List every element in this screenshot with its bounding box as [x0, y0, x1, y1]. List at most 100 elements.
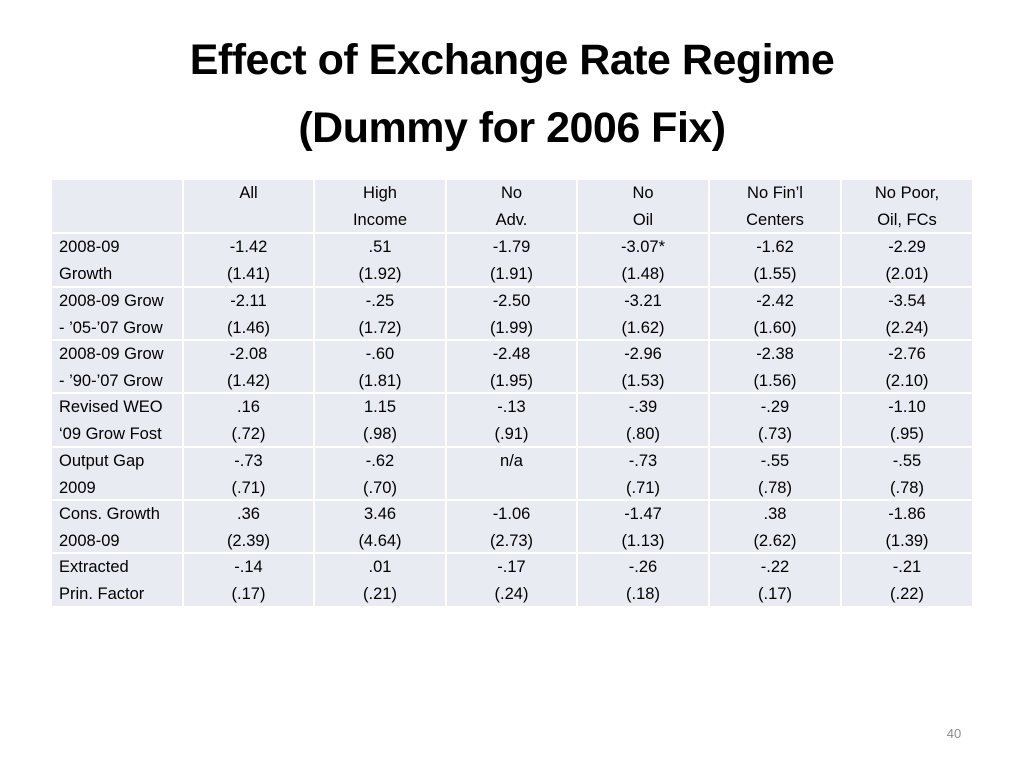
table-cell: -3.07* (1.48): [578, 234, 708, 286]
table-value: (.78): [758, 479, 792, 497]
table-value: -2.76: [888, 345, 926, 363]
table-cell: -.22 (.17): [710, 554, 840, 606]
row-label: Output Gap: [59, 452, 145, 470]
table-cell: -1.62 (1.55): [710, 234, 840, 286]
table-cell: -.17 (.24): [447, 554, 576, 606]
table-value: (.24): [494, 585, 529, 603]
table-cell: -.26 (.18): [578, 554, 708, 606]
table-value: -3.54: [888, 292, 926, 310]
table-value: (1.13): [621, 532, 665, 550]
table-value: -.62: [365, 452, 395, 470]
table-cell: -.55 (.78): [842, 448, 972, 499]
table-value: -.21: [892, 558, 922, 576]
table-cell: n/a: [447, 448, 576, 499]
table-value: -.73: [628, 452, 658, 470]
table-value: .51: [368, 238, 392, 256]
column-header: No Fin’l: [747, 184, 803, 202]
table-value: -.29: [760, 398, 790, 416]
table-cell: -2.29 (2.01): [842, 234, 972, 286]
table-cell: No Oil: [578, 180, 708, 232]
table-cell: -.73 (.71): [578, 448, 708, 499]
table-value: (1.46): [226, 319, 271, 337]
table-value: (.91): [494, 425, 529, 443]
table-cell: -.62 (.70): [315, 448, 445, 499]
table-cell: .36 (2.39): [184, 501, 313, 552]
table-value: -1.42: [229, 238, 268, 256]
table-value: (.71): [231, 479, 266, 497]
table-value: -1.86: [888, 505, 926, 523]
table-cell: -.25 (1.72): [315, 288, 445, 339]
table-value: -.39: [628, 398, 658, 416]
table-value: -.73: [234, 452, 263, 470]
table-value: (.18): [626, 585, 660, 603]
row-label: 2008-09 Grow: [59, 292, 164, 310]
table-cell: -3.54 (2.24): [842, 288, 972, 339]
table-value: -1.06: [492, 505, 531, 523]
table-cell: .16 (.72): [184, 394, 313, 446]
table-cell: -.21 (.22): [842, 554, 972, 606]
table-cell: -2.50 (1.99): [447, 288, 576, 339]
table-cell: .51 (1.92): [315, 234, 445, 286]
table-value: -1.47: [624, 505, 662, 523]
row-label: - ’90-’07 Grow: [59, 372, 163, 390]
table-value: -2.48: [492, 345, 531, 363]
table-value: (4.64): [358, 532, 402, 550]
row-label: Growth: [59, 265, 113, 283]
table-value: -3.07*: [620, 238, 666, 256]
table-value: (.98): [363, 425, 397, 443]
table-value: -.26: [628, 558, 658, 576]
table-cell: Output Gap 2009: [52, 448, 182, 499]
table-value: n/a: [500, 452, 523, 470]
column-header: No Poor,: [874, 184, 940, 202]
table-cell: High Income: [315, 180, 445, 232]
table-value: -3.21: [624, 292, 662, 310]
table-value: .16: [237, 398, 260, 416]
column-header: No: [500, 184, 523, 202]
row-label: ‘09 Grow Fost: [59, 425, 162, 443]
slide-subtitle: (Dummy for 2006 Fix): [298, 104, 726, 152]
table-cell: -2.76 (2.10): [842, 341, 972, 392]
table-cell: 2008-09 Growth: [52, 234, 182, 286]
table-cell: 2008-09 Grow - ’05-’07 Grow: [52, 288, 182, 339]
table-cell: -1.42 (1.41): [184, 234, 313, 286]
table-value: -.25: [365, 292, 395, 310]
table-value: (2.10): [885, 372, 929, 390]
table-cell: -.39 (.80): [578, 394, 708, 446]
table-value: (1.91): [489, 265, 534, 283]
row-label: 2008-09 Grow: [59, 345, 164, 363]
table-value: (1.42): [226, 372, 271, 390]
table-value: -.60: [365, 345, 395, 363]
table-cell: Cons. Growth 2008-09: [52, 501, 182, 552]
table-value: (.17): [758, 585, 792, 603]
table-value: (.70): [363, 479, 397, 497]
table-cell: -.55 (.78): [710, 448, 840, 499]
table-value: .01: [368, 558, 392, 576]
table-cell: -2.96 (1.53): [578, 341, 708, 392]
table-value: (.73): [758, 425, 792, 443]
row-label: 2009: [59, 479, 96, 497]
table-value: (1.81): [358, 372, 402, 390]
table-value: -2.08: [229, 345, 268, 363]
table-value: -2.11: [230, 292, 267, 310]
table-value: (.78): [890, 479, 924, 497]
table-value: (1.56): [753, 372, 797, 390]
table-value: -2.96: [624, 345, 662, 363]
table-value: (1.39): [885, 532, 929, 550]
table-value: (2.39): [226, 532, 271, 550]
row-label: Prin. Factor: [59, 585, 145, 603]
table-value: -.55: [892, 452, 922, 470]
table-cell: -.14 (.17): [184, 554, 313, 606]
table-cell: -1.06 (2.73): [447, 501, 576, 552]
table-value: .38: [763, 505, 787, 523]
slide-title: Effect of Exchange Rate Regime: [189, 36, 835, 84]
table-value: (.71): [626, 479, 660, 497]
table-cell: -2.38 (1.56): [710, 341, 840, 392]
row-label: Extracted: [59, 558, 129, 576]
column-header: Oil: [632, 211, 654, 229]
row-label: Revised WEO: [59, 398, 163, 416]
table-cell: Extracted Prin. Factor: [52, 554, 182, 606]
table-value: (1.48): [621, 265, 665, 283]
table-value: (2.24): [885, 319, 929, 337]
table-value: 1.15: [363, 398, 397, 416]
